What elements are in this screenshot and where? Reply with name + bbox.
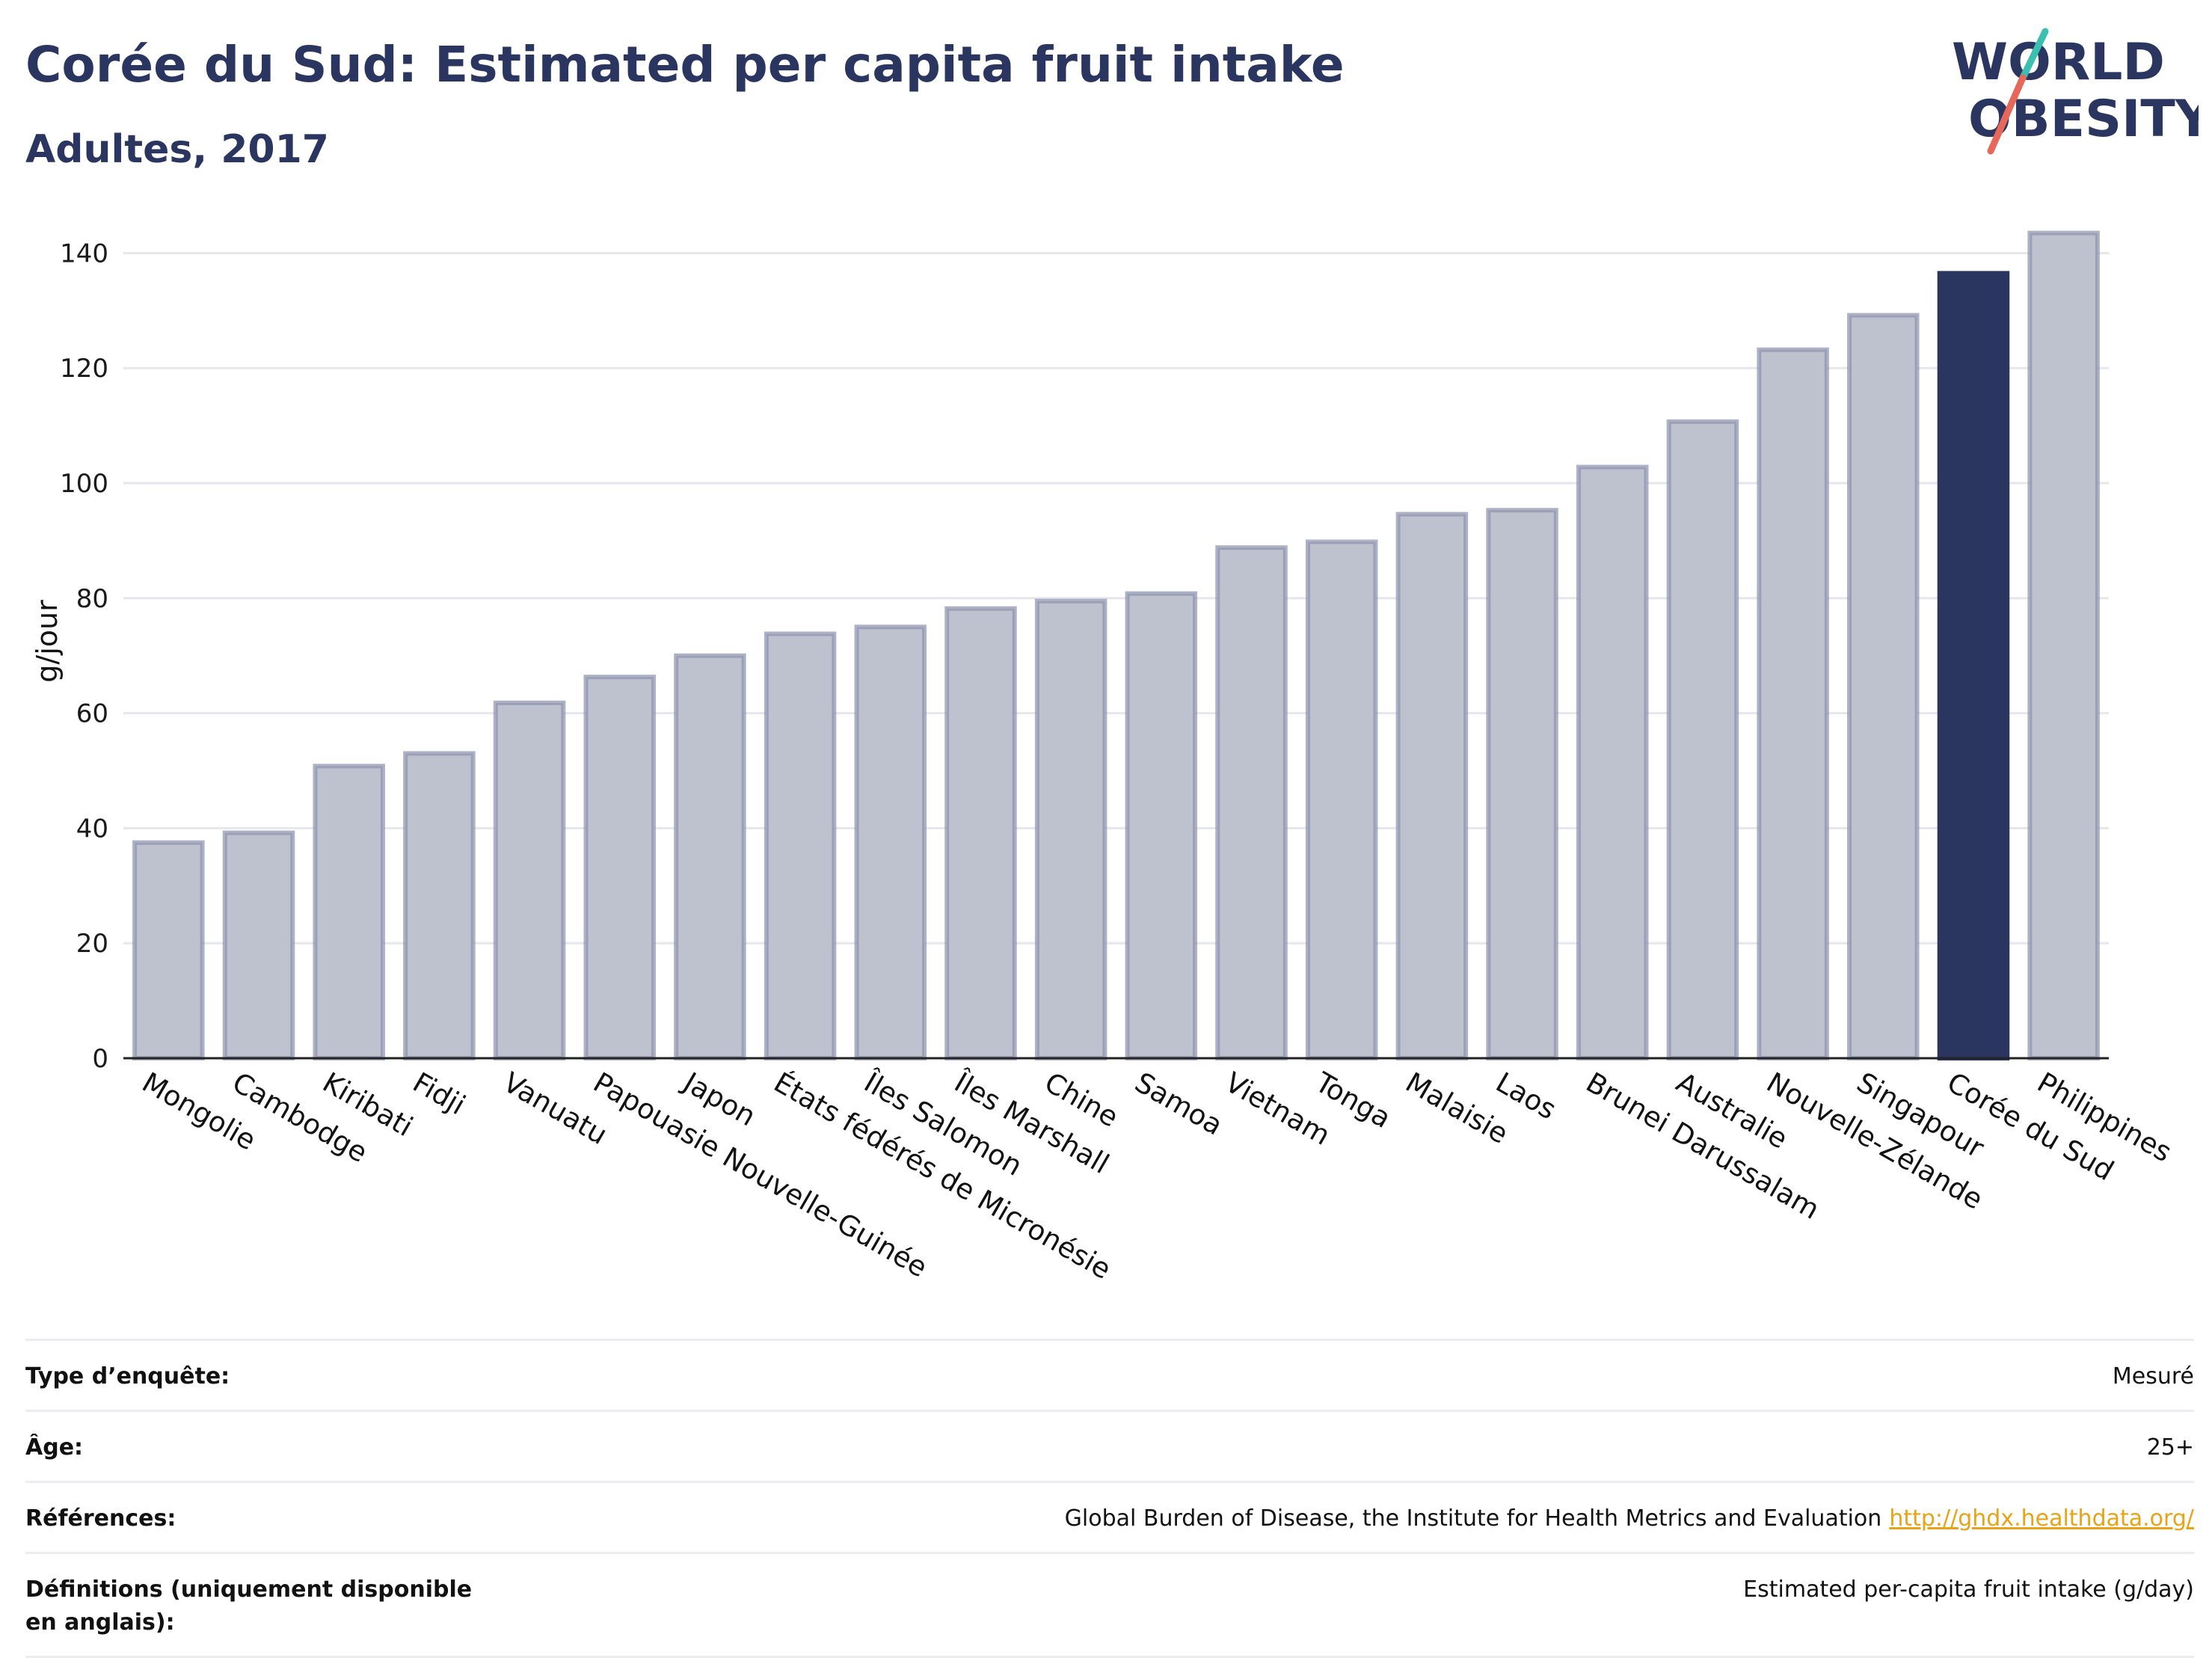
chart-subtitle: Adultes, 2017	[25, 127, 329, 172]
info-row-survey-type: Type d’enquête: Mesuré	[25, 1339, 2194, 1410]
bar	[2027, 230, 2100, 1061]
chart-title: Corée du Sud: Estimated per capita fruit…	[25, 36, 1345, 93]
info-key: Définitions (uniquement disponible en an…	[25, 1576, 473, 1636]
x-tick-label: Samoa	[1129, 1066, 1228, 1142]
y-tick-label: 0	[92, 1044, 108, 1074]
bar	[222, 830, 295, 1061]
info-value: Mesuré	[2112, 1363, 2194, 1390]
bar	[1034, 598, 1107, 1060]
bar	[764, 631, 837, 1060]
bar	[1757, 347, 1829, 1061]
bar	[1576, 464, 1649, 1060]
bar	[1486, 508, 1558, 1060]
info-row-definitions: Définitions (uniquement disponible en an…	[25, 1552, 2194, 1658]
y-tick-label: 100	[60, 469, 108, 499]
bar-highlighted	[1937, 271, 2010, 1060]
x-tick-label: Vanuatu	[498, 1066, 613, 1152]
world-obesity-logo: WORLD OBESITY	[1952, 28, 2199, 155]
logo-slash-red	[1987, 74, 2027, 155]
bar	[1395, 512, 1469, 1060]
bar	[674, 653, 746, 1060]
info-key: Type d’enquête:	[25, 1363, 230, 1390]
info-value-container: Global Burden of Disease, the Institute …	[1065, 1502, 2194, 1535]
logo-slash-teal	[2019, 28, 2049, 82]
bar	[132, 840, 205, 1060]
bar	[1305, 539, 1378, 1060]
info-row-age: Âge: 25+	[25, 1410, 2194, 1481]
logo-word-world: WORLD	[1952, 33, 2165, 92]
x-tick-label: Fidji	[408, 1066, 471, 1122]
reference-link[interactable]: http://ghdx.healthdata.org/	[1889, 1505, 2194, 1532]
bar	[1215, 545, 1288, 1060]
y-tick-label: 60	[76, 699, 108, 729]
y-tick-label: 140	[60, 239, 108, 268]
info-row-references: Références: Global Burden of Disease, th…	[25, 1481, 2194, 1552]
info-table: Type d’enquête: Mesuré Âge: 25+ Référenc…	[25, 1339, 2194, 1658]
y-tick-label: 40	[76, 814, 108, 844]
info-value: Global Burden of Disease, the Institute …	[1064, 1505, 1882, 1532]
y-tick-label: 20	[76, 929, 108, 959]
y-tick-label: 120	[60, 354, 108, 384]
bar	[1666, 419, 1739, 1060]
bar	[583, 675, 657, 1060]
info-value: 25+	[2146, 1434, 2194, 1461]
info-value: Estimated per-capita fruit intake (g/day…	[1743, 1576, 2194, 1603]
info-key: Âge:	[25, 1434, 84, 1461]
y-axis-label: g/jour	[31, 600, 64, 683]
bar	[854, 624, 927, 1060]
bar	[1125, 591, 1198, 1060]
info-key: Références:	[25, 1505, 176, 1532]
y-tick-label: 80	[76, 584, 108, 614]
bar	[1847, 313, 1920, 1060]
bar	[944, 606, 1017, 1060]
bar	[403, 751, 476, 1061]
bar	[313, 764, 385, 1060]
x-tick-label: Malaisie	[1400, 1066, 1514, 1150]
bar	[493, 700, 566, 1060]
bar-chart: 020406080100120140g/jourMongolieCambodge…	[31, 230, 2177, 1286]
